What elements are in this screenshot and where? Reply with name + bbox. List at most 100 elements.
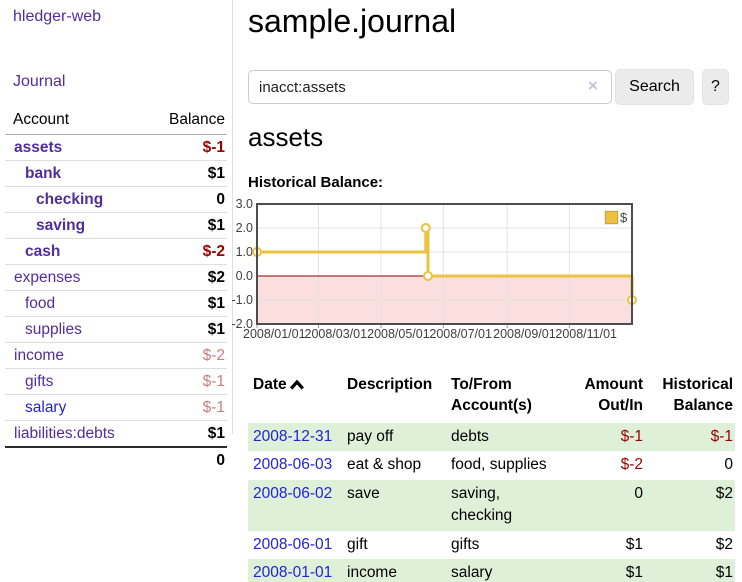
transaction-amount: $-1 — [620, 427, 643, 445]
transaction-description: eat & shop — [347, 456, 422, 474]
transaction-amount: 0 — [634, 484, 643, 502]
account-row-assets: assets $-1 — [5, 135, 227, 161]
y-tick-label: 3.0 — [235, 197, 253, 211]
app-title-link[interactable]: hledger-web — [13, 8, 102, 25]
transaction-date-link[interactable]: 2008-06-01 — [253, 535, 333, 553]
account-link-bank[interactable]: bank — [25, 164, 62, 182]
x-tick-label: 2008/07/01 — [429, 327, 492, 341]
register-row: 2008-06-03 eat & shop food, supplies $-2… — [248, 451, 735, 479]
legend-swatch-dollar — [604, 210, 619, 225]
y-tick-label: 2.0 — [235, 221, 253, 235]
account-row-expenses: expenses $2 — [5, 264, 227, 291]
account-balance: $2 — [143, 264, 227, 291]
account-link-cash[interactable]: cash — [25, 242, 61, 260]
transaction-balance: $2 — [715, 484, 733, 502]
register-row: 2008-12-31 pay off debts $-1 $-1 — [248, 422, 735, 452]
historical-balance-chart: 3.0 2.0 1.0 0.0 -1.0 -2.0 2008/01/01 2008/03/0… — [231, 197, 742, 346]
account-link-salary[interactable]: salary — [25, 398, 67, 416]
account-row-supplies: supplies $1 — [5, 316, 227, 343]
sidebar-divider — [232, 0, 233, 434]
account-row-salary: salary $-1 — [5, 394, 227, 421]
account-heading: assets — [248, 122, 324, 152]
y-tick-label: -2.0 — [231, 317, 253, 331]
account-row-income: income $-2 — [5, 342, 227, 369]
account-link-liabilities-debts[interactable]: liabilities:debts — [14, 424, 115, 442]
legend-label: $ — [620, 210, 628, 225]
page-title: sample.journal — [248, 3, 457, 39]
account-balance: $-2 — [143, 238, 227, 265]
sort-ascending-icon — [289, 379, 304, 390]
sidebar-item-journal[interactable]: Journal — [13, 73, 66, 90]
accounts-total-balance: 0 — [143, 446, 227, 473]
account-balance: $1 — [143, 316, 227, 343]
register-header-amount: Amount Out/In — [584, 376, 643, 414]
transaction-date-link[interactable]: 2008-06-02 — [253, 484, 333, 502]
x-tick-label: 2008/09/01 — [493, 327, 556, 341]
account-balance: $-2 — [143, 342, 227, 369]
account-link-expenses[interactable]: expenses — [14, 268, 81, 286]
account-link-income[interactable]: income — [14, 346, 64, 364]
register-row: 2008-06-01 gift gifts $1 $2 — [248, 531, 735, 559]
register-header-description: Description — [347, 376, 433, 393]
transaction-amount: $-2 — [620, 456, 643, 474]
accounts-balance-table: Account Balance assets $-1 bank $1 check… — [5, 107, 227, 473]
account-link-saving[interactable]: saving — [36, 216, 86, 234]
transaction-balance: 0 — [724, 456, 733, 474]
historical-balance-plot — [252, 203, 637, 328]
search-input[interactable] — [248, 70, 612, 104]
transaction-accounts: salary — [451, 564, 493, 582]
transaction-accounts: saving, checking — [451, 484, 513, 525]
account-row-gifts: gifts $-1 — [5, 368, 227, 395]
transaction-balance: $-1 — [710, 427, 733, 445]
accounts-total-row: 0 — [5, 446, 227, 473]
search-form: × Search ? — [248, 69, 742, 105]
account-link-assets[interactable]: assets — [14, 138, 63, 156]
chart-legend: $ — [604, 209, 629, 226]
accounts-column-header: Account — [5, 107, 144, 135]
account-row-checking: checking 0 — [5, 186, 227, 213]
register-row: 2008-01-01 income salary $1 $1 — [248, 559, 735, 582]
y-tick-label: 0.0 — [235, 269, 253, 283]
balance-column-header: Balance — [143, 107, 227, 135]
search-button[interactable]: Search — [615, 69, 694, 105]
y-tick-label: 1.0 — [235, 245, 253, 259]
y-tick-label: -1.0 — [231, 293, 253, 307]
chart-section-label: Historical Balance: — [248, 174, 384, 191]
account-row-liabilities-debts: liabilities:debts $1 — [5, 420, 227, 447]
x-tick-label: 2008/03/01 — [304, 327, 368, 341]
account-balance: $1 — [143, 160, 227, 187]
account-row-saving: saving $1 — [5, 212, 227, 239]
account-balance: $-1 — [143, 394, 227, 421]
register-header-accounts: To/From Account(s) — [451, 376, 532, 414]
account-balance: $1 — [143, 420, 227, 447]
register-header-balance: Historical Balance — [662, 376, 733, 414]
account-link-gifts[interactable]: gifts — [25, 372, 54, 390]
account-balance: 0 — [143, 186, 227, 213]
account-row-food: food $1 — [5, 290, 227, 317]
account-balance: $1 — [143, 290, 227, 317]
register-table: Date Description To/From Account(s) Amou… — [248, 373, 735, 582]
account-balance: $-1 — [143, 368, 227, 395]
x-tick-label: 2008/05/01 — [367, 327, 430, 341]
transaction-accounts: gifts — [451, 535, 480, 553]
transaction-amount: $1 — [625, 535, 643, 553]
y-axis-labels: 3.0 2.0 1.0 0.0 -1.0 -2.0 — [213, 197, 253, 331]
transaction-accounts: food, supplies — [451, 456, 547, 474]
account-link-checking[interactable]: checking — [36, 190, 104, 208]
transaction-date-link[interactable]: 2008-06-03 — [253, 456, 333, 474]
transaction-description: income — [347, 564, 397, 582]
transaction-description: pay off — [347, 427, 394, 445]
help-button[interactable]: ? — [702, 69, 729, 105]
transaction-date-link[interactable]: 2008-12-31 — [253, 427, 333, 445]
account-link-food[interactable]: food — [25, 294, 56, 312]
account-row-bank: bank $1 — [5, 160, 227, 187]
x-tick-label: 2008/01/01 — [243, 327, 306, 341]
main-content: sample.journal × Search ? assets Histori… — [231, 0, 742, 582]
clear-search-icon[interactable]: × — [588, 76, 598, 95]
transaction-date-link[interactable]: 2008-01-01 — [253, 564, 333, 582]
register-row: 2008-06-02 save saving, checking 0 $2 — [248, 479, 735, 531]
register-header-date[interactable]: Date — [248, 373, 347, 423]
x-axis-labels: 2008/01/01 2008/03/01 2008/05/01 2008/07/01… — [243, 327, 742, 343]
account-link-supplies[interactable]: supplies — [25, 320, 82, 338]
